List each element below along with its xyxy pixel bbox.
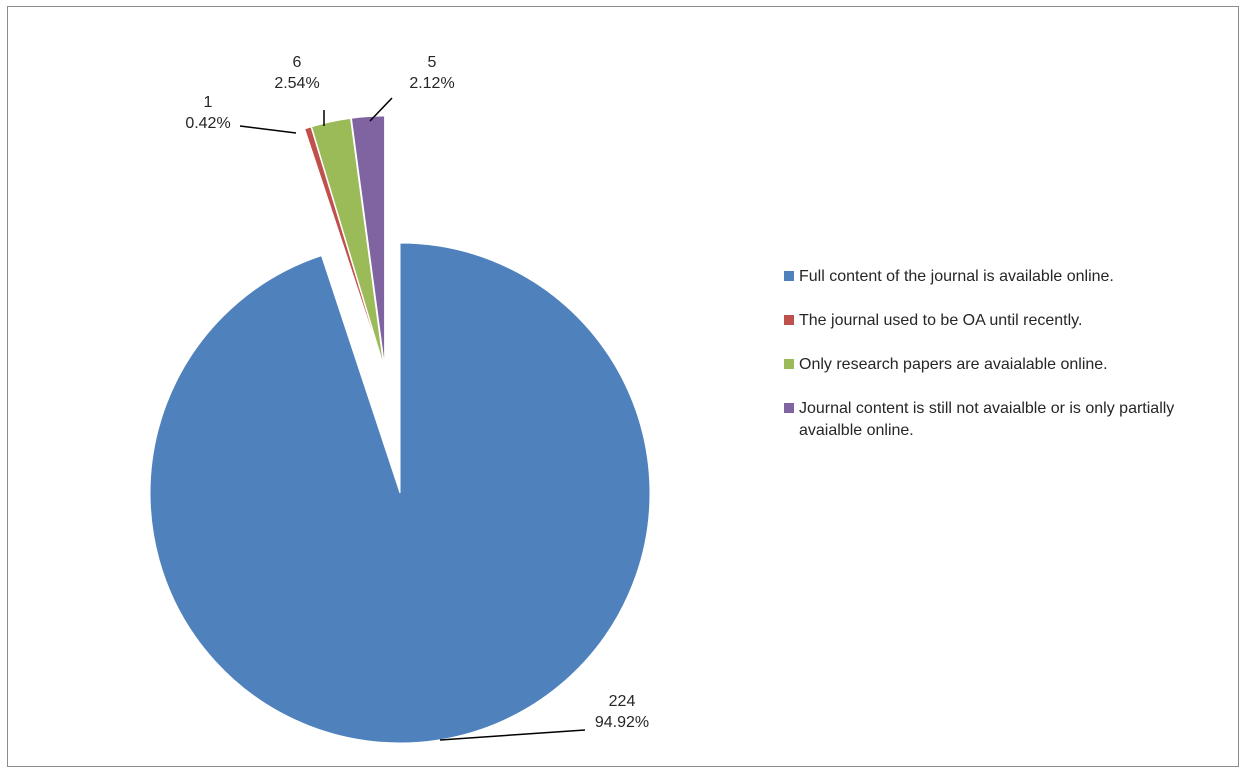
legend-item: Journal content is still not avaialble o… <box>784 398 1234 442</box>
pie-slice <box>149 242 651 744</box>
legend-swatch <box>784 403 794 413</box>
leader-line <box>439 729 586 741</box>
pie-slice <box>304 126 384 367</box>
legend-swatch <box>784 271 794 281</box>
data-label-value: 6 <box>293 54 302 71</box>
legend-label: Journal content is still not avaialble o… <box>799 400 1175 439</box>
legend-item: Full content of the journal is available… <box>784 266 1234 288</box>
data-label-percent: 2.12% <box>409 75 454 92</box>
legend-item: The journal used to be OA until recently… <box>784 310 1234 332</box>
data-label-value: 224 <box>609 693 636 710</box>
legend-swatch <box>784 315 794 325</box>
leader-line <box>369 97 393 122</box>
legend-label: The journal used to be OA until recently… <box>799 312 1083 329</box>
legend: Full content of the journal is available… <box>784 266 1234 464</box>
data-label-percent: 0.42% <box>185 115 230 132</box>
leader-line <box>239 125 297 134</box>
pie-slice <box>310 117 385 367</box>
data-labels: 224 94.92% 1 0.42% 6 2.54% 5 2.12% <box>185 54 649 741</box>
legend-swatch <box>784 359 794 369</box>
data-label-percent: 2.54% <box>274 75 319 92</box>
legend-label: Full content of the journal is available… <box>799 268 1114 285</box>
pie-slice <box>350 115 386 367</box>
legend-item: Only research papers are avaialable onli… <box>784 354 1234 376</box>
data-label-value: 1 <box>204 94 213 111</box>
data-label-value: 5 <box>428 54 437 71</box>
data-label-percent: 94.92% <box>595 714 649 731</box>
pie-slices <box>149 115 651 744</box>
legend-label: Only research papers are avaialable onli… <box>799 356 1108 373</box>
